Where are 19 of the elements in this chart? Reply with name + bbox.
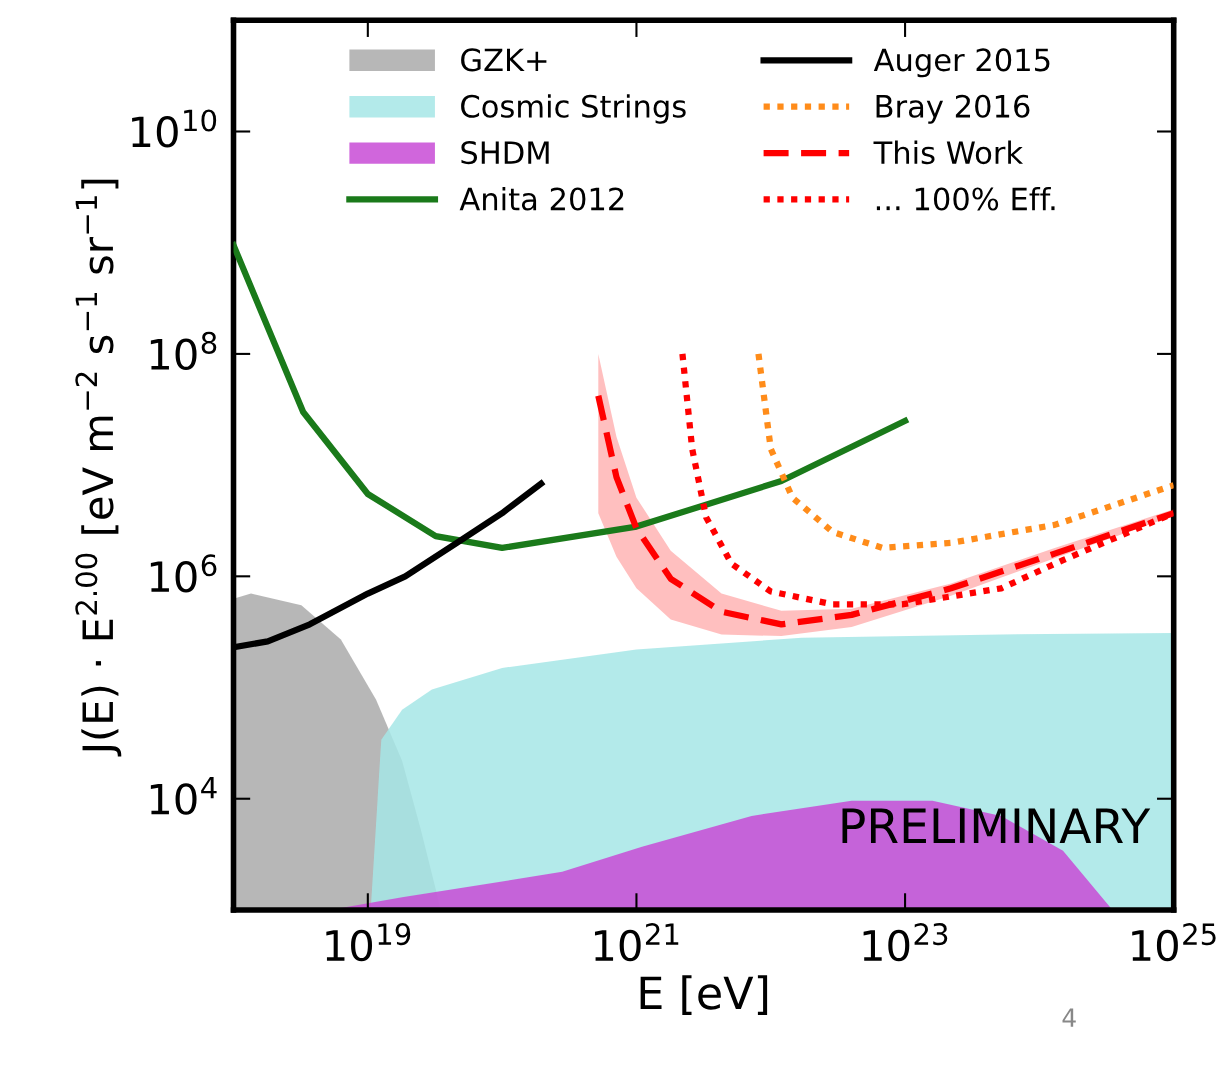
x-tick-label: 10$^{19}$	[326, 923, 411, 962]
y-tick-label: 10$^{6}$	[150, 554, 217, 593]
legend-label: Cosmic Strings	[461, 94, 686, 124]
x-tick-label: 10$^{23}$	[863, 923, 948, 962]
x-tick-label: 10$^{25}$	[1132, 923, 1216, 962]
legend-label: This Work	[873, 140, 1024, 165]
y-tick-label: 10$^{10}$	[132, 109, 217, 148]
legend-label: SHDM	[461, 141, 549, 165]
text: 4	[1062, 1008, 1076, 1027]
y-tick-label: 10$^{8}$	[150, 331, 217, 371]
x-axis-title: E [eV]	[640, 975, 768, 1015]
legend-label: Bray 2016	[876, 94, 1030, 124]
legend-label: ... 100% Eff.	[876, 186, 1055, 211]
x-tick-label: 10$^{21}$	[594, 923, 679, 962]
text: J(E) · E$^{2.00}$ [eV m$^{−2}$ s$^{−1}$ sr$^{−1}$]	[75, 179, 122, 757]
legend-label: GZK+	[461, 48, 547, 72]
legend-label: Anita 2012	[459, 186, 624, 211]
y-tick-label: 10$^{4}$	[150, 777, 217, 815]
legend-label: Auger 2015	[873, 48, 1050, 78]
